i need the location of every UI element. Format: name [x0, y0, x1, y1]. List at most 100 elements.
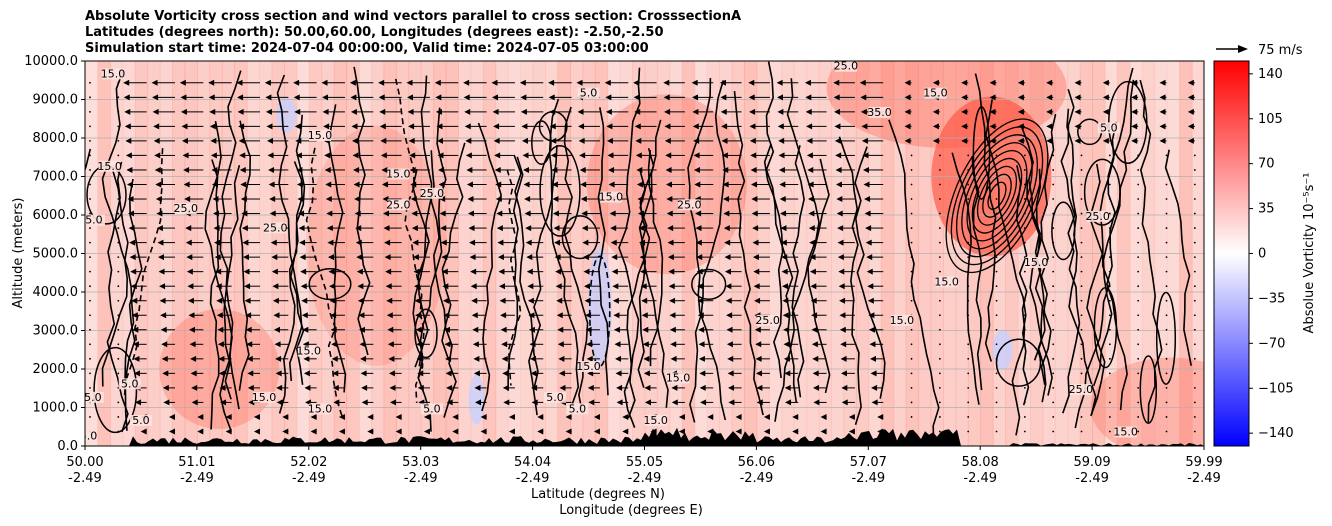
y-tick-label: 5000.0: [33, 247, 79, 262]
x-tick-label-longitude: -2.49: [516, 471, 550, 486]
wind-vector-head: [754, 326, 761, 333]
wind-vector-head: [585, 312, 592, 319]
contour-label: 5.0: [1100, 121, 1118, 134]
wind-vector-head: [778, 166, 785, 173]
wind-vector-head: [293, 94, 300, 101]
wind-vector-calm: [967, 401, 970, 404]
wind-vector-calm: [1023, 241, 1026, 244]
wind-vector-head: [805, 108, 812, 115]
wind-vector-head: [1074, 108, 1081, 115]
contour-label: 25.0: [263, 221, 288, 234]
wind-vector-calm: [967, 416, 970, 418]
wind-vector-head: [298, 210, 305, 217]
wind-vector-head: [586, 355, 593, 362]
wind-vector-head: [435, 94, 442, 101]
wind-vector-head: [727, 370, 734, 377]
wind-vector-calm: [1193, 227, 1196, 229]
wind-vector-calm: [910, 401, 913, 404]
contour-label: 15.0: [73, 429, 98, 442]
wind-vector-head: [500, 326, 507, 333]
wind-vector-head: [243, 268, 250, 275]
terrain: [85, 427, 1204, 446]
wind-vector-head: [161, 341, 168, 348]
wind-vector-head: [808, 225, 815, 232]
contour-label-background: [101, 68, 124, 80]
y-tick-label: 2000.0: [33, 362, 79, 377]
wind-vector-calm: [967, 183, 970, 186]
wind-vector-calm: [1080, 154, 1083, 157]
wind-vector-calm: [1052, 386, 1055, 389]
vorticity-contour: [637, 171, 648, 388]
wind-vector-head: [330, 312, 337, 319]
wind-vector-head: [834, 123, 841, 130]
title-line-3: Simulation start time: 2024-07-04 00:00:…: [85, 41, 649, 56]
vorticity-contour: [1037, 113, 1057, 403]
wind-vector-head: [332, 384, 339, 391]
wind-vector-head: [989, 123, 996, 130]
wind-vector-calm: [1023, 314, 1026, 317]
wind-vector-head: [268, 166, 275, 173]
wind-vector-head: [750, 152, 757, 159]
wind-vector-calm: [1165, 386, 1168, 389]
wind-vector-head: [839, 312, 846, 319]
wind-vector-head: [473, 370, 480, 377]
wind-vector-head: [383, 225, 390, 232]
wind-vector-head: [1046, 79, 1053, 86]
wind-vector-head: [163, 399, 170, 406]
wind-vector-head: [695, 225, 702, 232]
wind-vector-head: [273, 326, 280, 333]
wind-vector-head: [214, 254, 221, 261]
vorticity-contour: [763, 143, 784, 379]
wind-vector-head: [840, 341, 847, 348]
wind-vector-head: [807, 181, 814, 188]
wind-vector-head: [669, 297, 676, 304]
wind-vector-head: [805, 94, 812, 101]
wind-vector-head: [269, 210, 276, 217]
vorticity-contour: [951, 152, 980, 405]
wind-vector-head: [635, 137, 642, 144]
vorticity-contour: [441, 142, 466, 360]
wind-vector-head: [301, 297, 308, 304]
wind-vector-calm: [1080, 241, 1083, 244]
wind-vector-head: [834, 108, 841, 115]
wind-vector-head: [225, 428, 232, 435]
wind-vector-head: [607, 152, 614, 159]
wind-vector-calm: [1108, 241, 1111, 244]
wind-vector-head: [1159, 79, 1166, 86]
wind-vector-head: [409, 152, 416, 159]
wind-vector-head: [554, 254, 561, 261]
wind-vector-head: [552, 196, 559, 203]
wind-vector-calm: [1137, 430, 1140, 433]
wind-vector-calm: [1080, 183, 1083, 186]
wind-vector-head: [467, 210, 474, 217]
wind-vector-calm: [1165, 401, 1168, 404]
wind-vector-head: [378, 94, 385, 101]
colorbar-tick-label: 105: [1258, 112, 1283, 127]
wind-vector-head: [131, 312, 138, 319]
contour-label-background: [420, 187, 443, 199]
wind-vector-head: [932, 79, 939, 86]
wind-vector-calm: [1108, 416, 1111, 418]
x-tick-label-longitude: -2.49: [1187, 471, 1221, 486]
wind-vector-head: [181, 123, 188, 130]
wind-vector-head: [215, 283, 222, 290]
wind-vector-head: [367, 428, 374, 435]
wind-vector-head: [848, 428, 855, 435]
wind-vector-head: [961, 79, 968, 86]
wind-vector-calm: [1052, 183, 1055, 186]
vorticity-contour-loop: [531, 120, 552, 165]
wind-vector-head: [218, 370, 225, 377]
wind-vector-head: [524, 196, 531, 203]
colorbar-tick-label: 0: [1258, 247, 1266, 262]
contour-label: 15.0: [576, 360, 601, 373]
wind-vector-head: [587, 384, 594, 391]
colorbar-tick-label: 140: [1258, 67, 1283, 82]
wind-vector-head: [445, 370, 452, 377]
wind-vector-head: [1102, 94, 1109, 101]
wind-vector-head: [694, 181, 701, 188]
wind-vector-calm: [995, 169, 998, 171]
contour-label-background: [1025, 257, 1048, 269]
wind-vector-head: [472, 326, 479, 333]
wind-vector-head: [525, 225, 532, 232]
vorticity-contour: [1060, 88, 1081, 414]
